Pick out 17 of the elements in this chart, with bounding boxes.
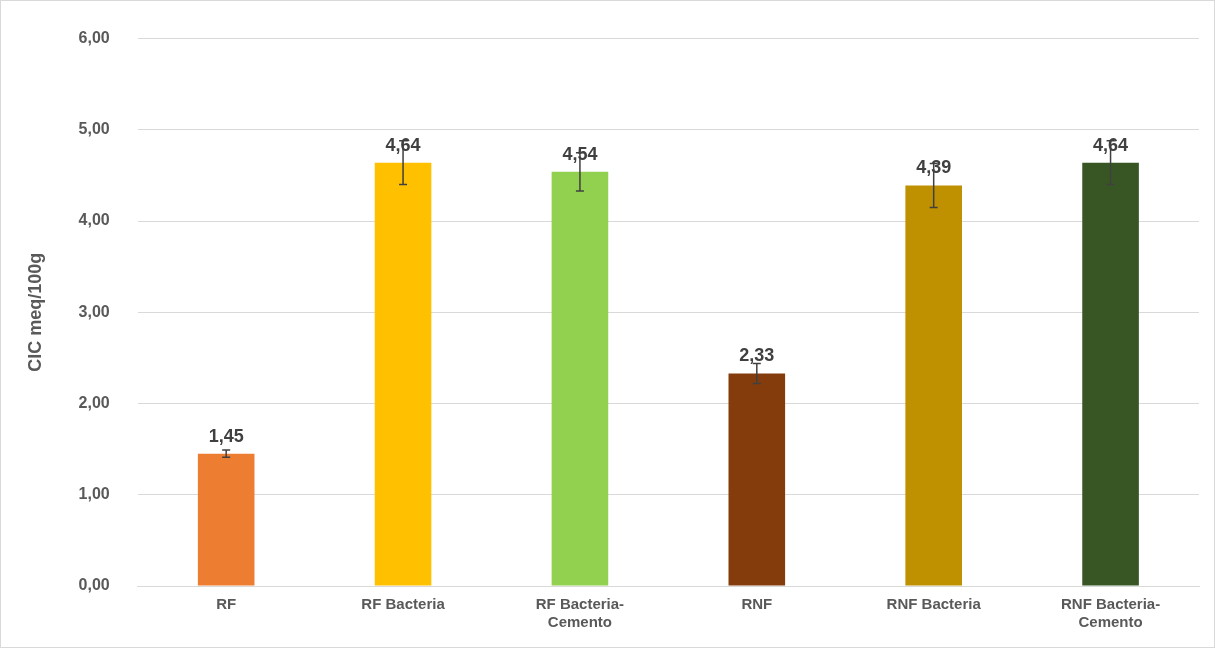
y-tick-label: 2,00	[78, 393, 110, 411]
x-tick-label: RF Bacteria	[361, 595, 446, 613]
x-tick-label: RNF Bacteria	[886, 595, 982, 613]
data-label: 4,54	[562, 143, 598, 164]
y-tick-label: 5,00	[78, 120, 110, 138]
data-label: 2,33	[739, 345, 775, 366]
y-tick-label: 1,00	[78, 485, 110, 503]
y-tick-label: 6,00	[78, 29, 110, 47]
data-label: 1,45	[208, 425, 244, 446]
x-tick-label: RNF	[741, 595, 773, 613]
x-tick-label: RF	[216, 595, 237, 613]
x-tick-label: RF Bacteria-Cemento	[535, 595, 625, 631]
y-tick-label: 0,00	[78, 576, 110, 594]
x-tick-label: RNF Bacteria-Cemento	[1060, 595, 1161, 631]
y-tick-label: 3,00	[78, 302, 110, 320]
y-tick-label: 4,00	[78, 211, 110, 229]
y-axis-title: CIC meq/100g	[24, 252, 45, 372]
